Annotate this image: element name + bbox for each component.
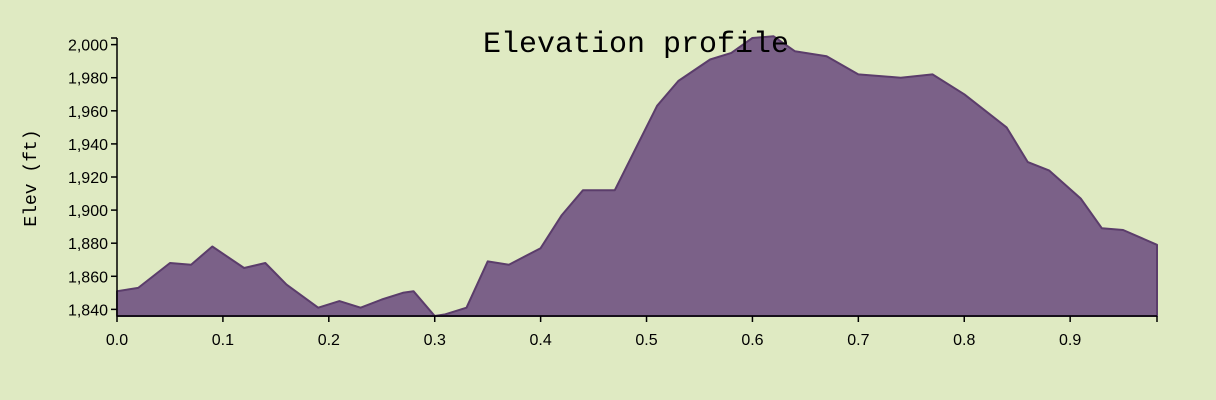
x-tick-label: 0.7 — [847, 332, 869, 349]
x-tick-label: 0.4 — [530, 332, 552, 349]
elevation-area — [116, 35, 1158, 317]
y-tick-label: 1,840 — [68, 302, 108, 319]
x-tick-label: 0.5 — [635, 332, 657, 349]
y-tick-label: 1,960 — [68, 104, 108, 121]
x-tick-label: 0.8 — [953, 332, 975, 349]
y-tick-label: 1,900 — [68, 203, 108, 220]
axes: 1,840 1,860 1,880 1,900 1,920 1,940 1,960 1,980… — [68, 37, 1158, 349]
x-tick-label: 0.0 — [106, 332, 128, 349]
x-tick-label: 0.1 — [212, 332, 234, 349]
y-tick-label: 2,000 — [68, 38, 108, 55]
x-tick-label: 0.3 — [424, 332, 446, 349]
y-tick-label: 1,880 — [68, 236, 108, 253]
y-tick-label: 1,940 — [68, 137, 108, 154]
y-tick-label: 1,920 — [68, 170, 108, 187]
y-tick-label: 1,980 — [68, 71, 108, 88]
y-tick-label: 1,860 — [68, 269, 108, 286]
x-tick-label: 0.6 — [741, 332, 763, 349]
x-tick-label: 0.2 — [318, 332, 340, 349]
y-axis-label: Elev (ft) — [22, 129, 42, 226]
chart-title: Elevation profile — [483, 28, 789, 62]
x-tick-label: 0.9 — [1059, 332, 1081, 349]
